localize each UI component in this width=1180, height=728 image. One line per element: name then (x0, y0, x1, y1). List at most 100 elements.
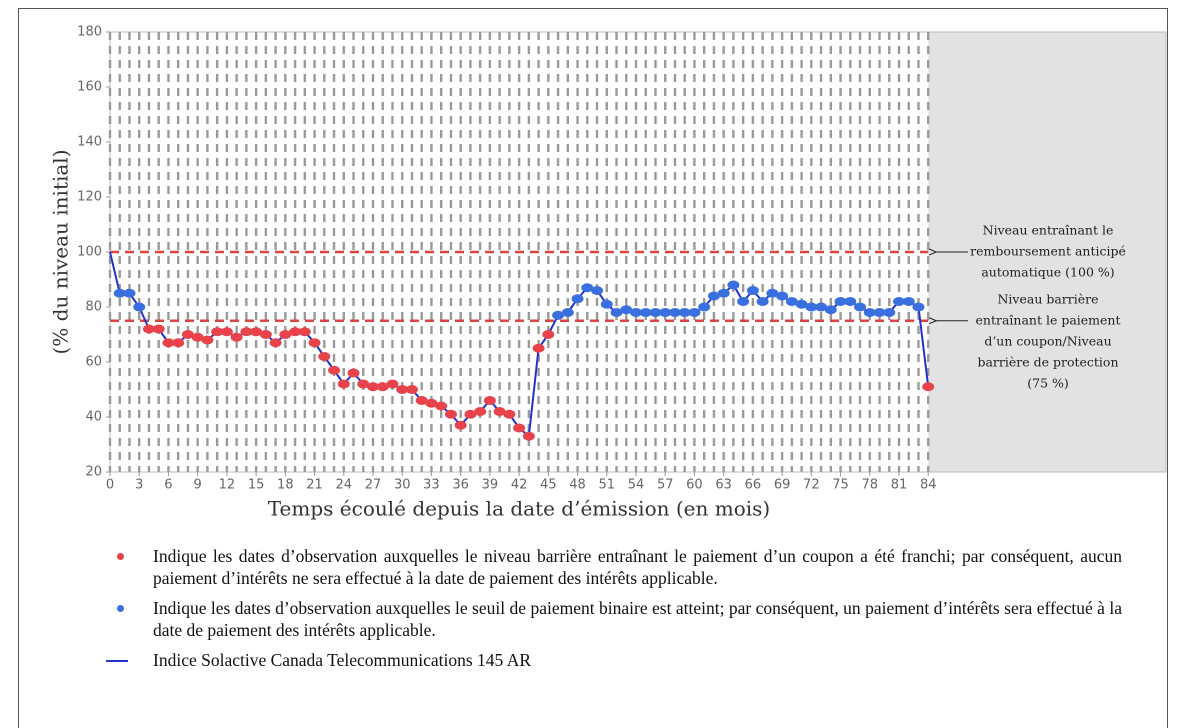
legend-text: Indique les dates d’observation auxquell… (153, 546, 1122, 588)
observation-point (532, 343, 545, 353)
x-tick-label: 45 (540, 478, 557, 493)
observation-point (308, 338, 321, 348)
x-tick-label: 39 (482, 478, 499, 493)
observation-point (269, 338, 282, 348)
observation-point (123, 288, 136, 298)
x-tick-label: 21 (306, 478, 323, 493)
x-tick-label: 27 (365, 478, 382, 493)
legend-marker (117, 553, 124, 560)
observation-point (756, 297, 769, 306)
observation-point (795, 299, 808, 309)
x-tick-label: 42 (511, 478, 528, 493)
observation-point (376, 382, 389, 392)
observation-point (298, 327, 311, 337)
annotation: barrière de protection (977, 354, 1118, 369)
x-tick-label: 48 (569, 478, 586, 493)
observation-point (746, 286, 759, 295)
legend-item: Indice Solactive Canada Telecommunicatio… (100, 649, 1122, 671)
x-tick-label: 36 (452, 478, 469, 493)
observation-point (162, 338, 175, 348)
x-tick-label: 72 (803, 478, 820, 493)
observation-point (405, 385, 418, 394)
observation-point (347, 368, 360, 378)
observation-point (688, 308, 701, 317)
observation-point (152, 324, 165, 334)
observation-point (181, 330, 194, 339)
observation-point (328, 365, 341, 375)
observation-point (698, 302, 711, 312)
x-tick-label: 12 (219, 478, 236, 493)
observation-point (435, 401, 448, 411)
observation-point (591, 286, 604, 295)
observation-point (240, 327, 253, 337)
observation-point (220, 327, 233, 337)
observation-point (474, 407, 487, 416)
observation-point (337, 379, 350, 389)
y-tick-label: 80 (85, 300, 102, 315)
observation-point (483, 396, 496, 405)
observation-point (542, 330, 555, 339)
annotation: d’un coupon/Niveau (984, 333, 1111, 348)
observation-point (142, 324, 155, 334)
observation-point (639, 308, 652, 317)
observation-point (367, 382, 379, 392)
observation-point (883, 308, 896, 317)
observation-point (522, 431, 535, 441)
observation-point (191, 332, 204, 342)
observation-point (668, 308, 681, 317)
observation-point (425, 398, 438, 408)
x-tick-label: 66 (745, 478, 762, 493)
x-tick-label: 6 (164, 478, 172, 493)
x-tick-label: 15 (248, 478, 265, 493)
x-tick-label: 30 (394, 478, 411, 493)
observation-point (493, 407, 506, 416)
observation-point (805, 302, 818, 312)
x-tick-label: 60 (686, 478, 703, 493)
observation-point (444, 409, 457, 419)
observation-point (902, 297, 915, 306)
observation-point (659, 308, 672, 317)
observation-point (561, 308, 574, 317)
x-tick-label: 84 (920, 478, 937, 493)
observation-point (454, 420, 467, 430)
observation-point (912, 302, 925, 312)
legend-text: Indice Solactive Canada Telecommunicatio… (153, 650, 532, 670)
observation-point (201, 335, 214, 345)
annotation: Niveau entraînant le (983, 223, 1114, 238)
y-tick-label: 40 (85, 410, 102, 425)
observation-point (717, 288, 730, 298)
y-axis-label: (% du niveau initial) (49, 149, 73, 354)
observation-point (893, 297, 905, 306)
observation-point (785, 297, 798, 306)
x-tick-label: 78 (862, 478, 879, 493)
legend-item: Indique les dates d’observation auxquell… (100, 545, 1122, 589)
observation-point (834, 297, 847, 306)
observation-point (766, 288, 779, 298)
observation-point (649, 308, 662, 317)
y-tick-label: 180 (77, 25, 102, 40)
y-tick-label: 100 (77, 245, 102, 260)
observation-point (844, 297, 857, 306)
y-tick-label: 20 (85, 465, 102, 480)
observation-point (630, 308, 642, 317)
x-tick-label: 54 (628, 478, 645, 493)
annotation: remboursement anticipé (970, 244, 1126, 259)
legend-marker (106, 660, 128, 662)
legend-item: Indique les dates d’observation auxquell… (100, 597, 1122, 641)
observation-point (464, 409, 477, 419)
observation-point (854, 302, 867, 312)
observation-point (211, 327, 224, 337)
x-tick-label: 63 (715, 478, 732, 493)
frame (18, 8, 1168, 728)
observation-point (386, 379, 399, 389)
observation-point (581, 283, 594, 293)
y-tick-label: 60 (85, 355, 102, 370)
legend-text: Indique les dates d’observation auxquell… (153, 598, 1122, 640)
observation-point (318, 352, 331, 361)
observation-point (873, 308, 886, 317)
legend: Indique les dates d’observation auxquell… (100, 545, 1122, 679)
x-tick-label: 24 (336, 478, 353, 493)
observation-point (230, 332, 243, 342)
observation-point (815, 302, 828, 312)
